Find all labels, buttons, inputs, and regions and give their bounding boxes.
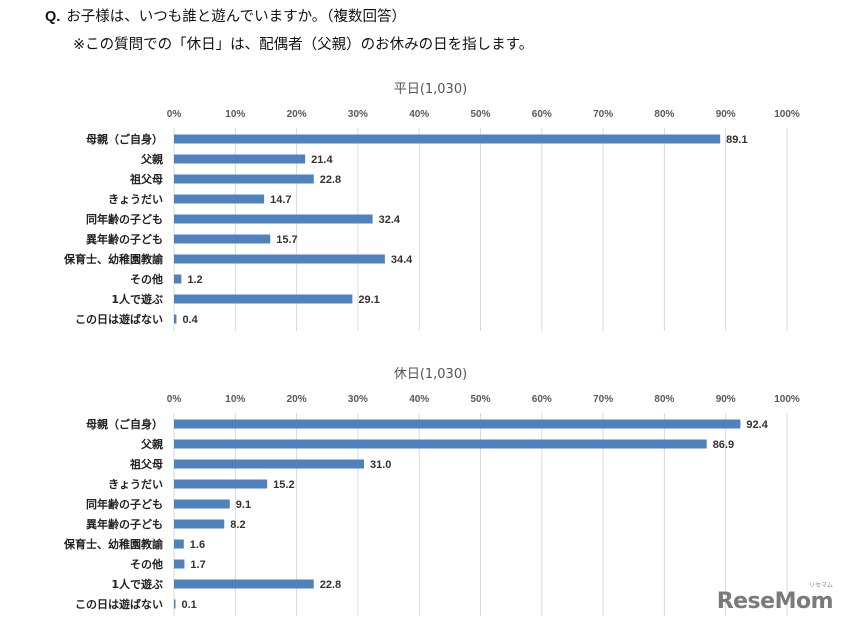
x-tick-label: 30% xyxy=(348,394,368,405)
x-tick-label: 90% xyxy=(716,109,736,120)
bar xyxy=(174,154,306,164)
category-label: この日は遊ばない xyxy=(75,597,163,611)
bar xyxy=(174,539,184,549)
x-tick-label: 20% xyxy=(287,394,307,405)
category-label: きょうだい xyxy=(108,193,163,206)
category-label: その他 xyxy=(130,272,163,286)
data-label: 0.4 xyxy=(182,314,198,326)
data-label: 89.1 xyxy=(726,134,747,146)
bar xyxy=(174,559,185,569)
x-tick-label: 30% xyxy=(348,109,368,120)
category-label: 同年齢の子ども xyxy=(86,212,163,226)
x-tick-label: 10% xyxy=(225,109,245,120)
data-label: 22.8 xyxy=(320,174,341,186)
data-label: 32.4 xyxy=(379,214,401,226)
bar xyxy=(174,459,365,469)
question-line: Q. お子様は、いつも誰と遊んでいますか。（複数回答） xyxy=(45,8,406,26)
x-tick-label: 70% xyxy=(593,394,613,405)
x-tick-label: 20% xyxy=(287,109,307,120)
bar xyxy=(174,234,271,244)
data-label: 9.1 xyxy=(236,499,251,511)
resemom-watermark: リセマム ReseMom xyxy=(716,582,834,615)
category-label: 1人で遊ぶ xyxy=(111,577,163,591)
bar xyxy=(174,314,177,324)
data-label: 86.9 xyxy=(713,439,734,451)
x-tick-label: 80% xyxy=(654,394,674,405)
category-label: 1人で遊ぶ xyxy=(111,292,163,306)
bar xyxy=(174,134,721,144)
category-label: 保育士、幼稚園教諭 xyxy=(63,252,164,266)
category-label: 母親（ご自身） xyxy=(86,417,163,431)
bar xyxy=(174,254,385,264)
bar xyxy=(174,439,707,449)
category-label: きょうだい xyxy=(108,478,163,491)
category-label: 保育士、幼稚園教諭 xyxy=(63,537,164,551)
x-tick-label: 80% xyxy=(654,109,674,120)
category-label: 祖父母 xyxy=(129,457,163,471)
x-tick-label: 10% xyxy=(225,394,245,405)
data-label: 21.4 xyxy=(311,154,333,166)
bar xyxy=(174,419,741,429)
x-tick-label: 50% xyxy=(470,109,490,120)
bar xyxy=(174,294,353,304)
category-label: この日は遊ばない xyxy=(75,312,163,326)
data-label: 31.0 xyxy=(370,459,391,471)
x-tick-label: 60% xyxy=(532,109,552,120)
x-tick-label: 70% xyxy=(593,109,613,120)
data-label: 0.1 xyxy=(182,599,197,611)
question-text: お子様は、いつも誰と遊んでいますか。（複数回答） xyxy=(66,9,407,25)
bar xyxy=(174,194,265,204)
weekday-chart: 平日(1,030) 0% 10% 20% 30% 40% 50% 60% 70% 80% 90% 10… xyxy=(63,82,800,331)
category-label: 異年齢の子ども xyxy=(86,232,163,246)
x-tick-label: 0% xyxy=(167,109,182,120)
category-label: その他 xyxy=(130,557,163,571)
x-tick-label: 100% xyxy=(774,109,800,120)
category-label: 父親 xyxy=(140,437,163,451)
bar xyxy=(174,174,314,184)
x-tick-label: 90% xyxy=(716,394,736,405)
resemom-logo: ReseMom xyxy=(716,589,834,614)
x-tick-label: 60% xyxy=(532,394,552,405)
data-label: 15.7 xyxy=(276,234,297,246)
data-label: 1.6 xyxy=(190,539,205,551)
bar xyxy=(174,479,268,489)
data-label: 29.1 xyxy=(358,294,379,306)
x-tick-label: 40% xyxy=(409,394,429,405)
data-label: 34.4 xyxy=(391,254,413,266)
bar xyxy=(174,579,314,589)
bar xyxy=(174,214,373,224)
bar xyxy=(174,274,182,284)
chart-title: 平日(1,030) xyxy=(394,82,467,97)
x-tick-label: 100% xyxy=(774,394,800,405)
data-label: 8.2 xyxy=(230,519,245,531)
question-note: ※この質問での「休日」は、配偶者（父親）のお休みの日を指します。 xyxy=(73,37,534,53)
question-mark: Q. xyxy=(45,9,61,25)
x-tick-label: 0% xyxy=(167,394,182,405)
x-tick-label: 50% xyxy=(470,394,490,405)
chart-title: 休日(1,030) xyxy=(394,367,467,382)
bar xyxy=(174,519,225,529)
holiday-chart: 休日(1,030) 0% 10% 20% 30% 40% 50% 60% 70% 80% 90% 10… xyxy=(63,367,800,616)
data-label: 14.7 xyxy=(270,194,291,206)
category-label: 異年齢の子ども xyxy=(86,517,163,531)
bar xyxy=(174,499,230,509)
category-label: 祖父母 xyxy=(129,172,163,186)
category-label: 母親（ご自身） xyxy=(86,132,163,146)
data-label: 1.7 xyxy=(190,559,205,571)
bar xyxy=(174,599,176,609)
data-label: 1.2 xyxy=(187,274,202,286)
data-label: 22.8 xyxy=(320,579,341,591)
category-label: 同年齢の子ども xyxy=(86,497,163,511)
category-label: 父親 xyxy=(140,152,163,166)
data-label: 92.4 xyxy=(746,419,768,431)
resemom-logo-kana: リセマム xyxy=(808,582,833,589)
data-label: 15.2 xyxy=(273,479,294,491)
x-tick-label: 40% xyxy=(409,109,429,120)
